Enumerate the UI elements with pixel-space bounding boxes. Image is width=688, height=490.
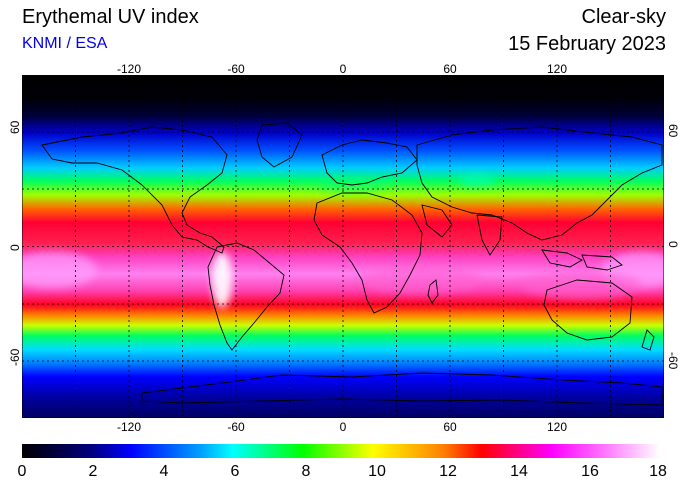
colorbar-tick-2: 2 [88, 463, 98, 480]
colorbar-tick-18: 18 [649, 463, 667, 480]
colorbar-tick-12: 12 [439, 463, 457, 480]
right-tick-lat-60s: -60 [666, 352, 680, 370]
colorbar-tick-16: 16 [581, 463, 599, 480]
left-tick-lat-60s: -60 [8, 348, 22, 366]
bottom-tick-lon-0: 0 [339, 420, 347, 434]
bottom-tick-lon-120e: 120 [546, 420, 568, 434]
right-tick-lat-60n: 60 [666, 124, 680, 138]
left-tick-lat-0: 0 [8, 244, 22, 251]
colorbar-tick-6: 6 [230, 463, 240, 480]
colorbar-tick-10: 10 [368, 463, 386, 480]
map-title: Erythemal UV index [22, 6, 199, 28]
sky-mode-label: Clear-sky [581, 6, 666, 28]
bottom-tick-lon-60e: 60 [443, 420, 457, 434]
top-tick-lon-120w: -120 [116, 62, 142, 76]
uv-index-map [22, 75, 664, 418]
bottom-tick-lon-60w: -60 [227, 420, 245, 434]
bottom-tick-lon-120w: -120 [116, 420, 142, 434]
right-tick-lat-0: 0 [666, 241, 680, 248]
graticule [22, 75, 664, 418]
colorbar-tick-4: 4 [159, 463, 169, 480]
top-tick-lon-60e: 60 [443, 62, 457, 76]
date-label: 15 February 2023 [508, 33, 666, 55]
source-label: KNMI / ESA [22, 35, 108, 52]
top-tick-lon-60w: -60 [227, 62, 245, 76]
uv-highlights [22, 173, 664, 308]
uv-colorbar [22, 444, 660, 458]
top-tick-lon-120e: 120 [546, 62, 568, 76]
colorbar-tick-8: 8 [301, 463, 311, 480]
colorbar-tick-0: 0 [17, 463, 27, 480]
colorbar-tick-14: 14 [510, 463, 528, 480]
top-tick-lon-0: 0 [339, 62, 347, 76]
left-tick-lat-60n: 60 [8, 120, 22, 134]
